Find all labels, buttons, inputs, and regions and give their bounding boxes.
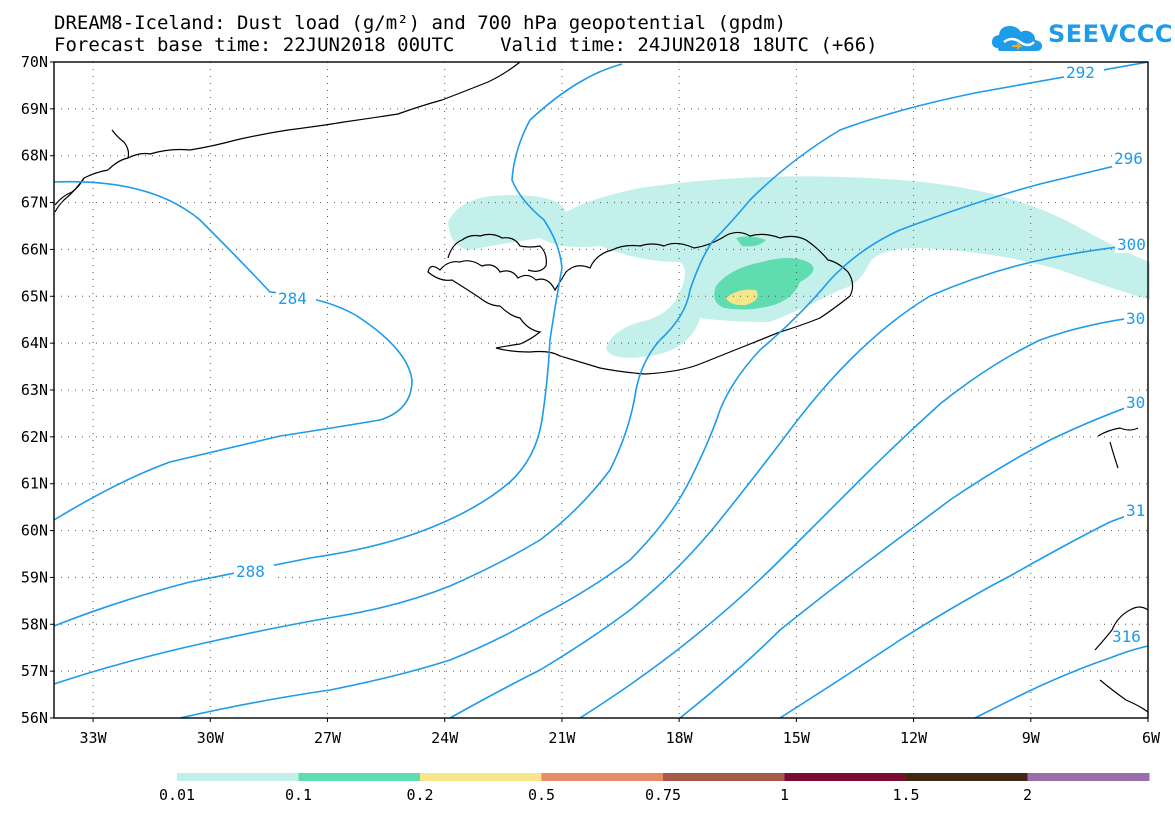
iceland-coastline: [427, 231, 854, 375]
contour-316: [974, 645, 1149, 719]
map-frame: [53, 61, 1149, 719]
colorbar-swatch: [784, 773, 907, 781]
chart-title: DREAM8-Iceland: Dust load (g/m²) and 700…: [54, 12, 787, 34]
contour-label-308: 30: [1126, 393, 1145, 412]
lon-label: 15W: [783, 729, 811, 747]
contour-label-304: 30: [1126, 309, 1145, 328]
colorbar-swatch: [420, 773, 542, 781]
colorbar-label: 1.5: [892, 786, 919, 804]
faroe-shetland-islands: [1097, 427, 1139, 469]
colorbar-swatch: [1027, 773, 1150, 781]
lat-label: 66N: [21, 240, 48, 258]
contour-284: [53, 180, 413, 521]
coastlines: [54, 61, 1149, 713]
contour-label-312: 31: [1126, 501, 1145, 520]
lat-label: 58N: [21, 615, 48, 633]
lat-label: 65N: [21, 287, 48, 305]
dust-colorbar: [177, 773, 1150, 781]
lat-label: 70N: [21, 53, 48, 71]
contour-300: [449, 243, 1149, 719]
lat-label: 57N: [21, 662, 48, 680]
greenland-fjords: [54, 129, 130, 213]
lon-label: 27W: [314, 729, 342, 747]
lat-label: 67N: [21, 194, 48, 212]
colorbar-swatch: [663, 773, 785, 781]
colorbar-label: 0.5: [528, 786, 555, 804]
lat-label: 64N: [21, 334, 48, 352]
lon-label: 9W: [1022, 729, 1041, 747]
latitude-labels: 70N 69N 68N 67N 66N 65N 64N 63N 62N 61N 60N 59N 58N 5…: [21, 53, 48, 727]
lat-lon-grid: [50, 61, 1149, 722]
lon-label: 18W: [666, 729, 694, 747]
contour-308: [679, 399, 1149, 719]
forecast-time-subtitle: Forecast base time: 22JUN2018 00UTC Vali…: [54, 34, 878, 56]
lon-label: 6W: [1142, 729, 1161, 747]
colorbar-swatch: [906, 773, 1028, 781]
lat-label: 62N: [21, 428, 48, 446]
contour-312: [779, 509, 1149, 719]
contour-label-284: 284: [278, 289, 307, 308]
logo-text: SEEVCCC: [1048, 20, 1173, 48]
colorbar-swatch: [177, 773, 299, 781]
longitude-labels: 33W 30W 27W 24W 21W 18W 15W 12W 9W 6W: [80, 729, 1161, 747]
lat-label: 68N: [21, 147, 48, 165]
contour-label-300: 300: [1117, 235, 1146, 254]
contour-304: [579, 315, 1149, 719]
contour-label-316: 316: [1112, 627, 1141, 646]
lat-label: 63N: [21, 381, 48, 399]
colorbar-swatch: [541, 773, 664, 781]
lat-label: 59N: [21, 568, 48, 586]
lon-label: 33W: [80, 729, 108, 747]
colorbar-swatch: [298, 773, 421, 781]
lat-label: 61N: [21, 475, 48, 493]
contour-label-292: 292: [1066, 63, 1095, 82]
lon-label: 12W: [900, 729, 928, 747]
colorbar-label: 0.75: [645, 786, 681, 804]
colorbar-label: 2: [1023, 786, 1032, 804]
lat-label: 60N: [21, 522, 48, 540]
scotland-coastline: [1094, 606, 1149, 713]
dust-load-layer: [448, 176, 1150, 358]
lon-label: 30W: [197, 729, 225, 747]
lat-label: 69N: [21, 100, 48, 118]
lon-label: 24W: [431, 729, 459, 747]
colorbar-label: 0.1: [285, 786, 312, 804]
dust-region-mid-north: [736, 236, 766, 247]
colorbar-label: 1: [780, 786, 789, 804]
contour-296: [179, 157, 1149, 719]
colorbar-labels: 0.01 0.1 0.2 0.5 0.75 1 1.5 2: [159, 786, 1032, 804]
greenland-coastline: [54, 61, 521, 206]
lat-label: 56N: [21, 709, 48, 727]
cloud-icon: [992, 26, 1042, 51]
geopotential-contours: [53, 61, 1149, 719]
colorbar-label: 0.2: [406, 786, 433, 804]
lon-label: 21W: [548, 729, 576, 747]
contour-labels: 284 288 292 296 300 30 30 31 316: [234, 63, 1155, 646]
dust-region-high: [726, 289, 758, 306]
contour-label-296: 296: [1114, 149, 1143, 168]
northwest-peninsula: [447, 233, 547, 272]
contour-label-288: 288: [236, 562, 265, 581]
colorbar-label: 0.01: [159, 786, 195, 804]
contour-292: [53, 61, 1149, 685]
